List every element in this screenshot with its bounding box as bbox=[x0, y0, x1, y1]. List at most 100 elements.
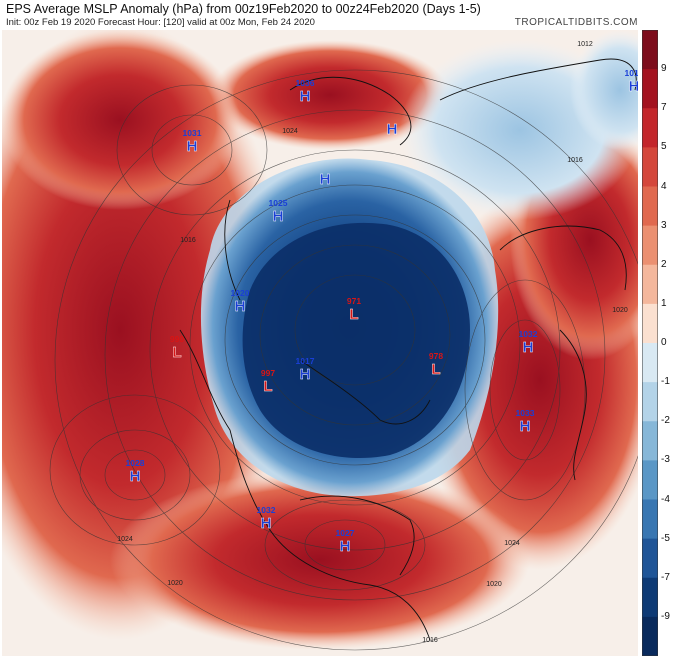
colorbar-tick-label: -2 bbox=[661, 415, 670, 427]
center-symbol: H bbox=[300, 366, 311, 383]
colorbar-tick-label: -4 bbox=[661, 493, 670, 505]
isobar-value-label: 1016 bbox=[422, 637, 438, 644]
anomaly-colorbar bbox=[642, 30, 658, 656]
isobar-value-label: 1024 bbox=[282, 128, 298, 135]
isobar-value-label: 1012 bbox=[577, 41, 593, 48]
center-symbol: H bbox=[273, 208, 284, 225]
high-pressure-center: H bbox=[386, 121, 398, 138]
isobar-labels: 1012 1024 1016 1016 1020 1024 1020 1024 1020 1016 bbox=[117, 41, 628, 644]
center-pressure-value: 1028 bbox=[126, 458, 145, 468]
siberia-high-anomaly bbox=[210, 40, 450, 150]
center-pressure-value: 971 bbox=[347, 296, 361, 306]
colorbar-tick-label: 7 bbox=[661, 102, 667, 114]
center-symbol: L bbox=[431, 361, 440, 378]
colorbar-tick-label: -5 bbox=[661, 532, 670, 544]
colorbar-tick-label: -7 bbox=[661, 571, 670, 583]
center-pressure-value: 1032 bbox=[257, 505, 276, 515]
arctic-low-core bbox=[242, 222, 470, 458]
center-pressure-value: 1036 bbox=[296, 78, 315, 88]
center-pressure-value: 1020 bbox=[231, 288, 250, 298]
colorbar-tick-label: 5 bbox=[661, 141, 667, 153]
colorbar-swatch bbox=[642, 499, 658, 540]
center-symbol: H bbox=[235, 298, 246, 315]
forecast-info: Init: 00z Feb 19 2020 Forecast Hour: [12… bbox=[6, 17, 315, 28]
colorbar-swatch bbox=[642, 147, 658, 187]
colorbar-tick-label: 3 bbox=[661, 219, 667, 231]
colorbar-tick-label: 1 bbox=[661, 297, 667, 309]
colorbar-swatch bbox=[642, 303, 658, 344]
site-credit: TROPICALTIDBITS.COM bbox=[514, 17, 638, 28]
center-symbol: H bbox=[130, 468, 141, 485]
isobar-value-label: 1020 bbox=[486, 581, 502, 588]
isobar-value-label: 1024 bbox=[504, 540, 520, 547]
center-pressure-value: 1017 bbox=[296, 356, 315, 366]
colorbar-swatch bbox=[642, 108, 658, 148]
center-symbol: H bbox=[320, 171, 331, 188]
pressure-centers: 1036HH1031HH1025H1019H971L1020H990L1032H… bbox=[126, 68, 638, 555]
colorbar-tick-label: 2 bbox=[661, 258, 667, 270]
center-symbol: H bbox=[340, 538, 351, 555]
colorbar-swatch bbox=[642, 460, 658, 500]
center-symbol: L bbox=[263, 378, 272, 395]
isobar-value-label: 1020 bbox=[612, 307, 628, 314]
center-symbol: H bbox=[520, 418, 531, 435]
isobar-value-label: 1016 bbox=[180, 237, 196, 244]
center-symbol: H bbox=[187, 138, 198, 155]
colorbar-swatch bbox=[642, 343, 658, 383]
chart-title: EPS Average MSLP Anomaly (hPa) from 00z1… bbox=[6, 2, 481, 16]
center-pressure-value: 1025 bbox=[269, 198, 288, 208]
center-symbol: L bbox=[172, 344, 181, 361]
colorbar-tick-label: 0 bbox=[661, 337, 667, 348]
center-symbol: H bbox=[387, 121, 398, 138]
center-symbol: H bbox=[523, 339, 534, 356]
center-pressure-value: 1033 bbox=[516, 408, 535, 418]
colorbar-tick-label: -1 bbox=[661, 376, 670, 388]
center-pressure-value: 1032 bbox=[519, 329, 538, 339]
colorbar-tick-label: 9 bbox=[661, 63, 667, 75]
center-pressure-value: 990 bbox=[170, 334, 184, 344]
colorbar-swatch bbox=[642, 186, 658, 227]
anomaly-map: 1036HH1031HH1025H1019H971L1020H990L1032H… bbox=[2, 30, 638, 656]
center-pressure-value: 1027 bbox=[336, 528, 355, 538]
colorbar-swatch bbox=[642, 538, 658, 579]
colorbar-swatch bbox=[642, 69, 658, 109]
colorbar-tick-label: -9 bbox=[661, 610, 670, 622]
northamerica-high-anomaly bbox=[110, 470, 530, 650]
isobar-value-label: 1020 bbox=[167, 580, 183, 587]
colorbar-tick-label: 4 bbox=[661, 180, 667, 192]
colorbar-swatch bbox=[642, 616, 658, 656]
isobar-value-label: 1024 bbox=[117, 536, 133, 543]
colorbar-swatch bbox=[642, 382, 658, 422]
high-pressure-center: H bbox=[319, 171, 331, 188]
isobar-contours bbox=[49, 69, 638, 651]
colorbar-frame bbox=[642, 30, 658, 656]
high-pressure-center: 1019H bbox=[625, 68, 638, 95]
colorbar-swatch bbox=[642, 225, 658, 266]
center-symbol: H bbox=[261, 515, 272, 532]
center-pressure-value: 997 bbox=[261, 368, 275, 378]
coastlines bbox=[179, 58, 637, 641]
center-pressure-value: 1019 bbox=[625, 68, 638, 78]
isobar-value-label: 1016 bbox=[567, 157, 583, 164]
colorbar-swatch bbox=[642, 30, 658, 70]
center-pressure-value: 1031 bbox=[183, 128, 202, 138]
eastasia-high-anomaly bbox=[2, 30, 240, 210]
center-symbol: L bbox=[349, 306, 358, 323]
colorbar-swatch bbox=[642, 421, 658, 461]
center-symbol: H bbox=[300, 88, 311, 105]
colorbar-swatch bbox=[642, 577, 658, 618]
center-symbol: H bbox=[629, 78, 638, 95]
